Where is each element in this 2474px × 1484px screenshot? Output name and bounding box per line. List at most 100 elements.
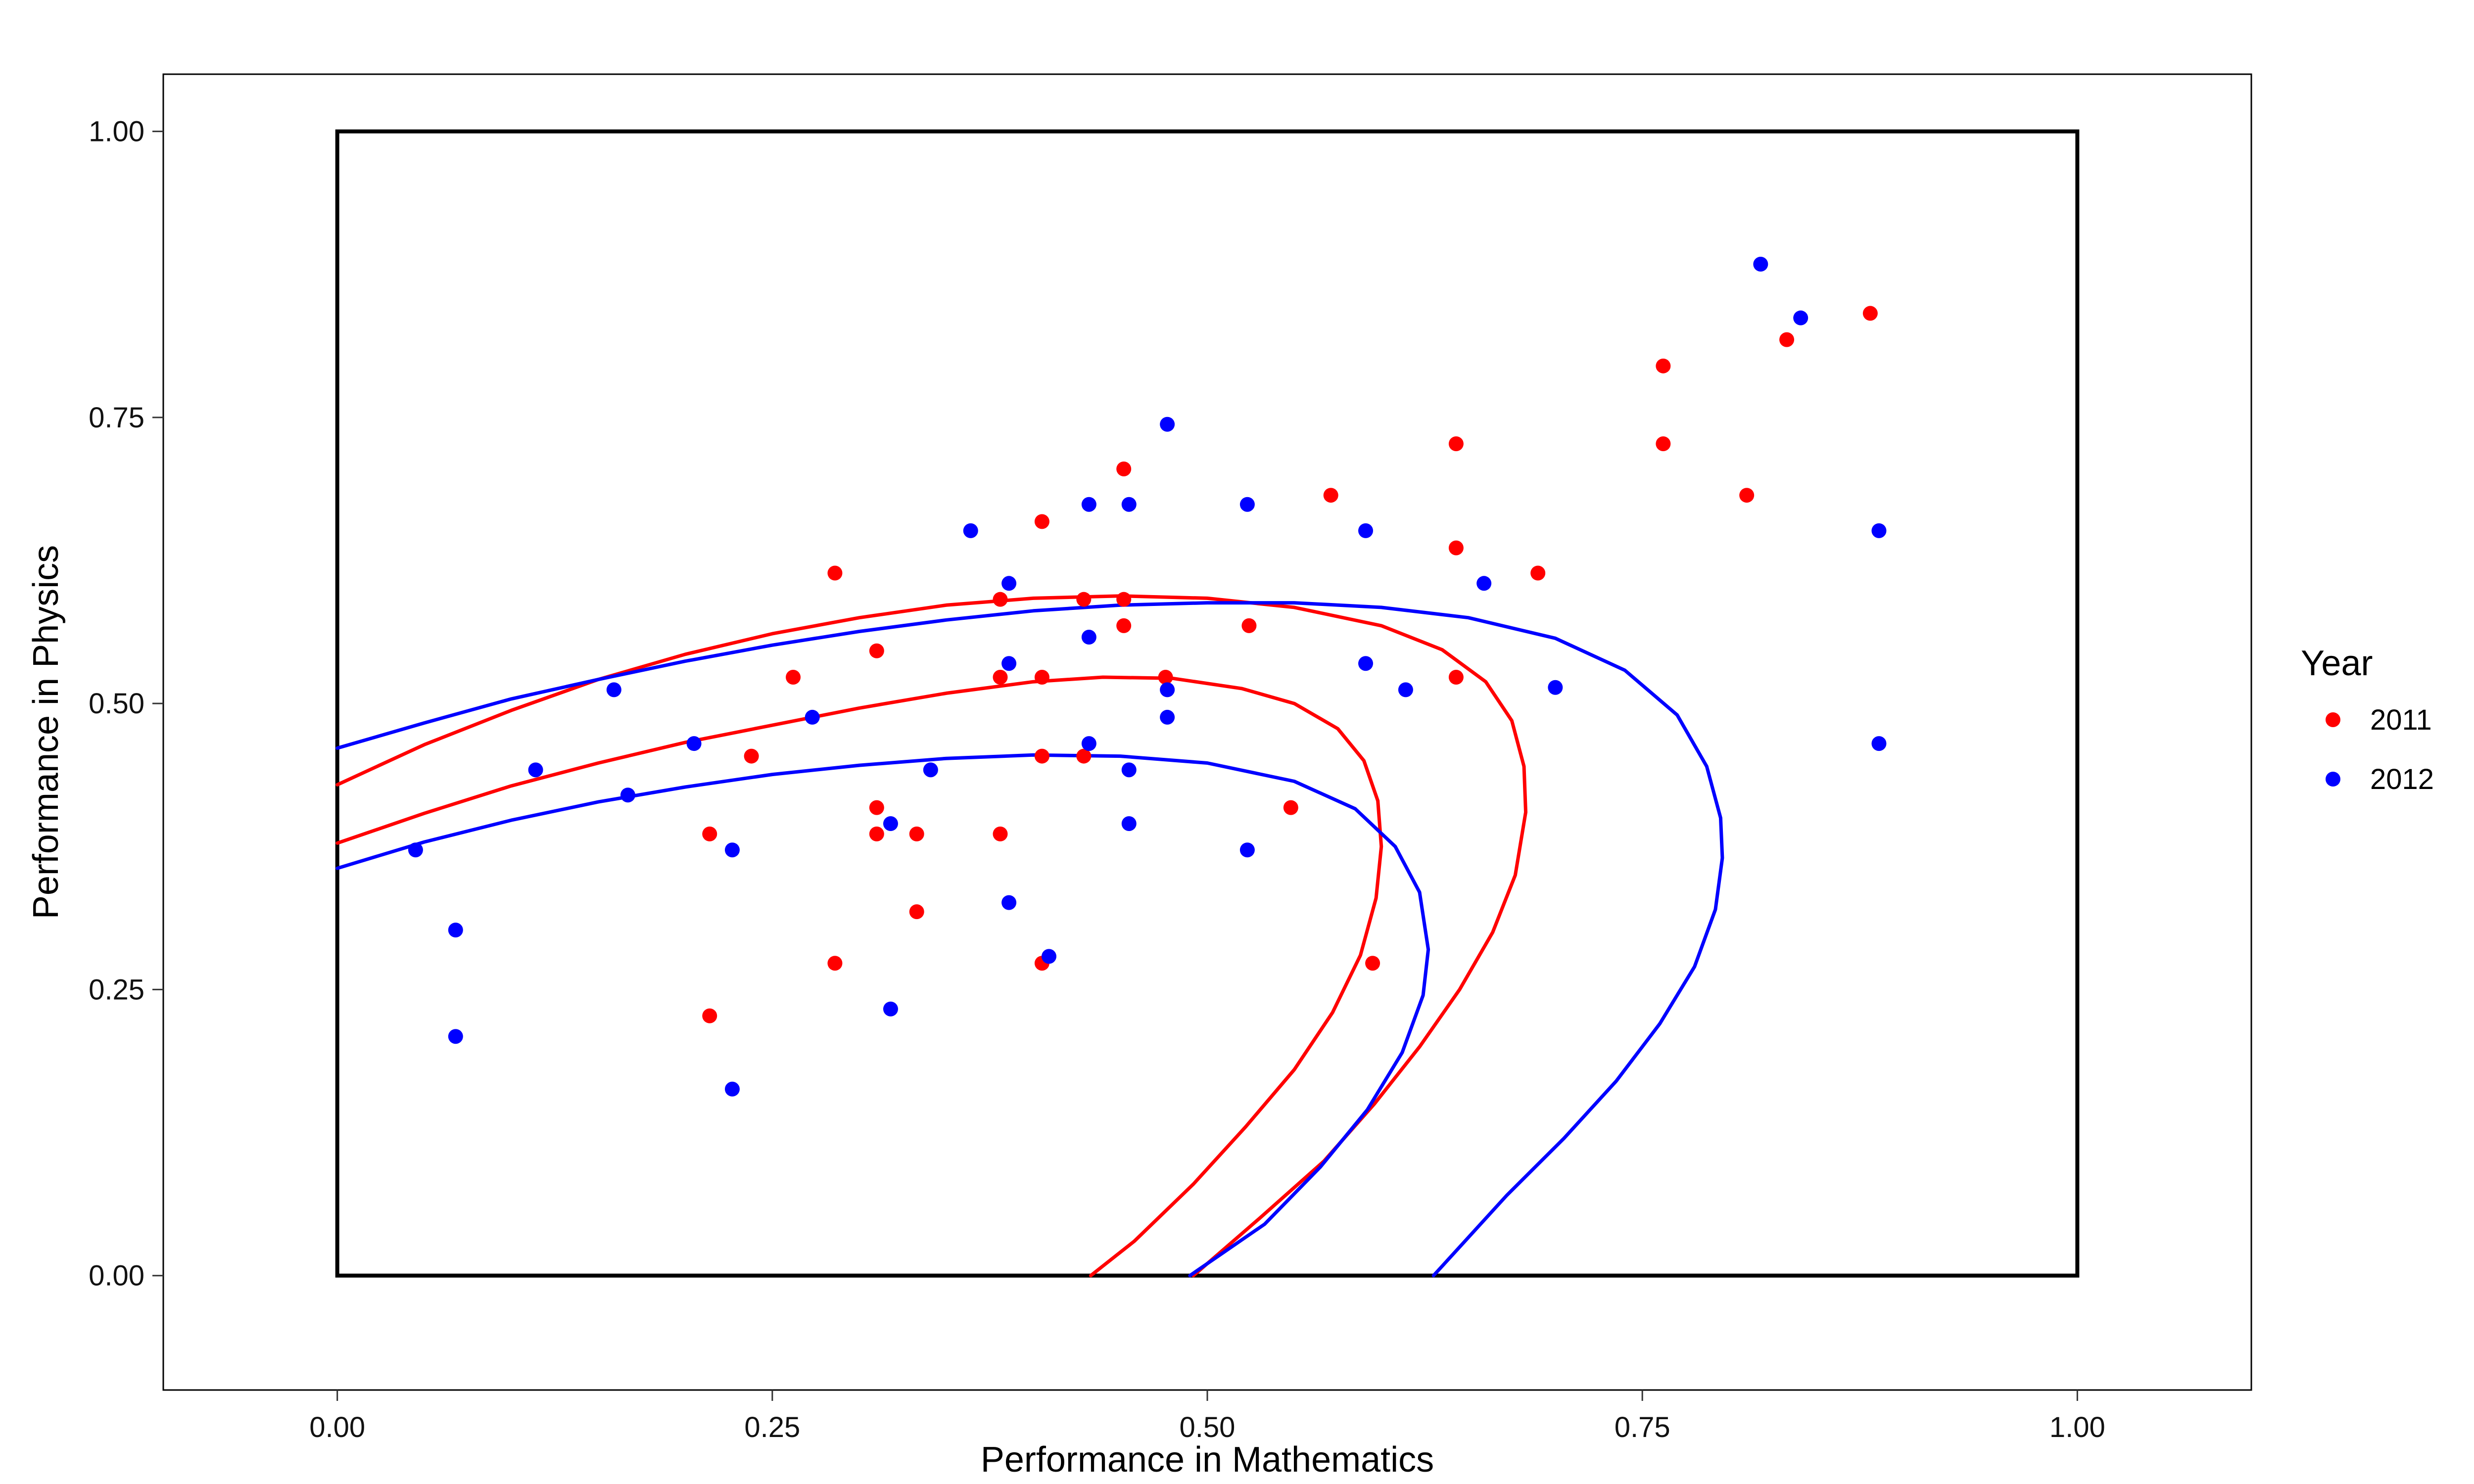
point-2012 [1358,656,1374,671]
point-2012 [1160,709,1175,725]
point-2012 [1160,417,1175,432]
legend-label-2012: 2012 [2370,763,2434,795]
point-2012 [923,762,938,778]
point-2012 [1476,576,1492,591]
point-2012 [724,1081,740,1097]
point-2011 [1448,540,1464,556]
point-2011 [1530,565,1546,581]
point-2012 [883,1001,898,1017]
point-2011 [1323,488,1338,503]
data-points [408,256,1887,1097]
x-tick-label: 0.25 [744,1411,800,1443]
contour-curve-2011-2 [335,675,1383,1278]
point-2011 [1076,592,1092,607]
legend-key-2012 [2326,772,2340,787]
plot-panel [162,73,2252,1391]
point-2012 [1239,842,1255,858]
y-axis: 0.00 0.25 0.50 0.75 1.00 [89,116,163,1292]
point-2011 [1365,956,1380,971]
point-2012 [448,923,463,938]
point-2011 [1779,332,1795,347]
point-2011 [1656,436,1671,452]
x-axis-title: Performance in Mathematics [981,1440,1434,1480]
legend-label-2011: 2011 [2370,704,2432,736]
point-2011 [1862,306,1878,321]
point-2012 [1001,656,1017,671]
point-2012 [1398,682,1413,697]
y-tick-label: 0.00 [89,1260,144,1292]
point-2011 [702,826,717,841]
point-2011 [827,956,843,971]
point-2012 [805,709,820,725]
point-2012 [1160,682,1175,697]
point-2011 [1034,514,1049,529]
contour-curve-2012-4 [335,753,1430,1278]
point-2012 [1548,680,1563,695]
legend-title: Year [2301,644,2373,683]
x-axis: 0.00 0.25 0.50 0.75 1.00 [309,1390,2105,1443]
legend: Year 2011 2012 [2301,644,2434,795]
point-2011 [909,904,924,920]
point-2012 [1871,736,1887,751]
point-2012 [1081,497,1096,512]
point-2011 [1241,618,1257,633]
y-tick-label: 1.00 [89,116,144,148]
point-2012 [963,523,978,538]
point-2012 [1121,762,1137,778]
point-2011 [786,669,801,685]
panel-border [162,73,2252,1391]
contour-curve-2011-1 [335,594,1527,1278]
point-2011 [869,800,884,815]
point-2011 [1076,748,1092,764]
point-2011 [909,826,924,841]
point-2011 [869,826,884,841]
point-2011 [1739,488,1755,503]
point-2011 [702,1008,717,1023]
point-2011 [1448,436,1464,452]
contour-curves [335,594,1724,1278]
point-2012 [1753,256,1768,272]
y-tick-label: 0.50 [89,688,144,720]
point-2012 [1121,816,1137,832]
point-2011 [1116,618,1132,633]
point-2012 [1358,523,1374,538]
point-2012 [686,736,702,751]
point-2012 [1871,523,1887,538]
point-2011 [869,643,884,658]
point-2011 [1034,669,1049,685]
point-2011 [1034,748,1049,764]
legend-key-2011 [2326,712,2340,727]
x-tick-label: 1.00 [2049,1411,2105,1443]
point-2011 [827,565,843,581]
point-2011 [1656,358,1671,373]
point-2012 [724,842,740,858]
point-2012 [448,1029,463,1044]
x-tick-label: 0.00 [309,1411,365,1443]
point-2012 [1121,497,1137,512]
point-2011 [1116,592,1132,607]
reference-box [335,129,2080,1278]
point-2011 [1158,669,1173,685]
y-tick-label: 0.75 [89,402,144,434]
point-2012 [1793,310,1808,325]
y-tick-label: 0.25 [89,974,144,1006]
unit-square [335,129,2080,1278]
point-2012 [883,816,898,832]
point-2012 [408,842,423,858]
point-2012 [528,762,543,778]
point-2012 [1081,630,1096,645]
point-2012 [606,682,621,697]
point-2012 [1001,576,1017,591]
point-2012 [1081,736,1096,751]
point-2011 [744,748,759,764]
y-axis-title: Performance in Physics [26,545,66,919]
x-tick-label: 0.50 [1180,1411,1236,1443]
point-2011 [993,669,1008,685]
point-2012 [1239,497,1255,512]
contour-curve-2012-3 [335,601,1724,1278]
point-2012 [1041,949,1056,964]
point-2011 [1116,462,1132,476]
point-2012 [1001,895,1017,910]
point-2011 [993,826,1008,841]
